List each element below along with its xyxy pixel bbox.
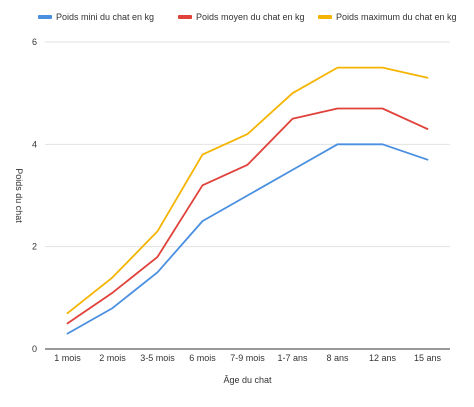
y-tick-label: 2: [32, 242, 37, 252]
y-tick-label: 0: [32, 344, 37, 354]
x-tick-label: 1 mois: [54, 353, 81, 363]
legend-entry: Poids mini du chat en kg: [56, 12, 154, 22]
series-lines: [66, 66, 429, 335]
series-line-0: [66, 143, 429, 335]
x-tick-label: 1-7 ans: [277, 353, 308, 363]
legend-swatch: [178, 15, 192, 19]
y-axis-ticks: 0 2 4 6: [32, 37, 37, 354]
y-tick-label: 4: [32, 139, 37, 149]
x-tick-label: 8 ans: [326, 353, 349, 363]
legend-entry: Poids moyen du chat en kg: [196, 12, 305, 22]
x-tick-label: 3-5 mois: [140, 353, 175, 363]
legend-swatch: [38, 15, 52, 19]
y-tick-label: 6: [32, 37, 37, 47]
x-tick-label: 15 ans: [414, 353, 442, 363]
legend-entry: Poids maximum du chat en kg: [336, 12, 457, 22]
series-line-1: [66, 107, 429, 325]
series-line-2: [66, 66, 429, 315]
x-tick-label: 6 mois: [189, 353, 216, 363]
y-axis-label: Poids du chat: [14, 168, 24, 223]
legend: Poids mini du chat en kg Poids moyen du c…: [38, 12, 457, 22]
x-axis-ticks: 1 mois 2 mois 3-5 mois 6 mois 7-9 mois 1-7 an…: [54, 353, 441, 363]
x-tick-label: 12 ans: [369, 353, 397, 363]
gridlines: [45, 41, 450, 248]
x-axis-label: Âge du chat: [223, 375, 272, 385]
x-tick-label: 2 mois: [99, 353, 126, 363]
x-tick-label: 7-9 mois: [230, 353, 265, 363]
legend-swatch: [318, 15, 332, 19]
